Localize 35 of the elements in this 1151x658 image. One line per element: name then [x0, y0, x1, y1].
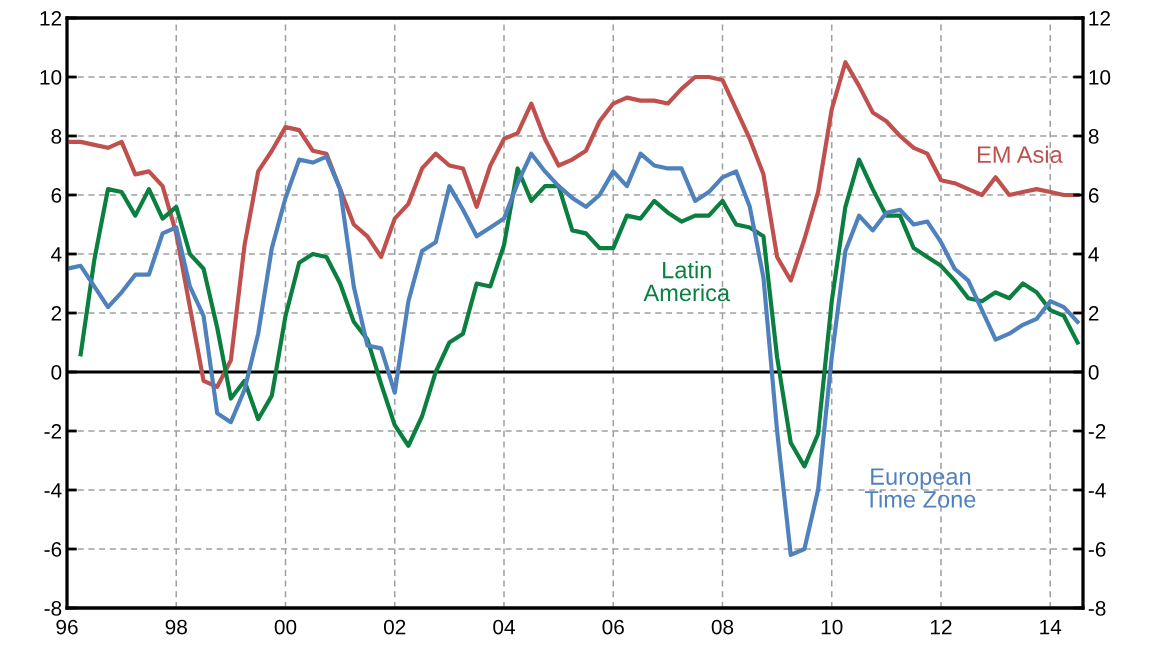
y-tick-label: 8: [51, 129, 62, 144]
y2-tick-label: 10: [1089, 70, 1111, 85]
series-label: Latin America: [643, 261, 731, 302]
y-tick-label: 4: [51, 247, 62, 262]
y2-tick-label: 6: [1088, 188, 1099, 203]
y2-tick-label: 12: [1089, 11, 1110, 26]
y2-tick-label: -2: [1088, 424, 1106, 439]
y2-tick-label: -4: [1088, 483, 1106, 498]
x-tick-label: 10: [821, 619, 843, 635]
x-tick-label: 12: [930, 619, 952, 635]
y-tick-label: -8: [44, 601, 62, 616]
y-tick-label: 0: [51, 365, 62, 380]
y2-tick-label: 8: [1088, 129, 1099, 144]
y-tick-label: -2: [44, 424, 62, 439]
series-label: EM Asia: [978, 145, 1063, 163]
x-tick-label: 08: [711, 619, 734, 635]
x-tick-label: 14: [1040, 619, 1062, 635]
series-label: European Time Zone: [865, 468, 976, 508]
y-tick-label: -6: [44, 542, 62, 557]
y-tick-label: 12: [40, 11, 62, 26]
y-tick-label: 10: [40, 70, 62, 85]
y2-tick-label: -8: [1088, 601, 1106, 616]
x-tick-label: 04: [493, 619, 515, 635]
y2-tick-label: -6: [1088, 542, 1106, 557]
y2-tick-label: 0: [1088, 365, 1099, 380]
y-tick-label: 2: [51, 306, 62, 321]
y2-tick-label: 4: [1088, 247, 1099, 262]
x-tick-label: 96: [56, 619, 78, 635]
y-tick-label: 6: [51, 188, 62, 203]
x-tick-label: 98: [165, 619, 187, 635]
x-tick-label: 02: [383, 619, 406, 635]
x-tick-label: 06: [602, 619, 624, 635]
y-tick-label: -4: [44, 483, 62, 498]
x-tick-label: 00: [274, 619, 297, 635]
y2-tick-label: 2: [1088, 306, 1099, 321]
